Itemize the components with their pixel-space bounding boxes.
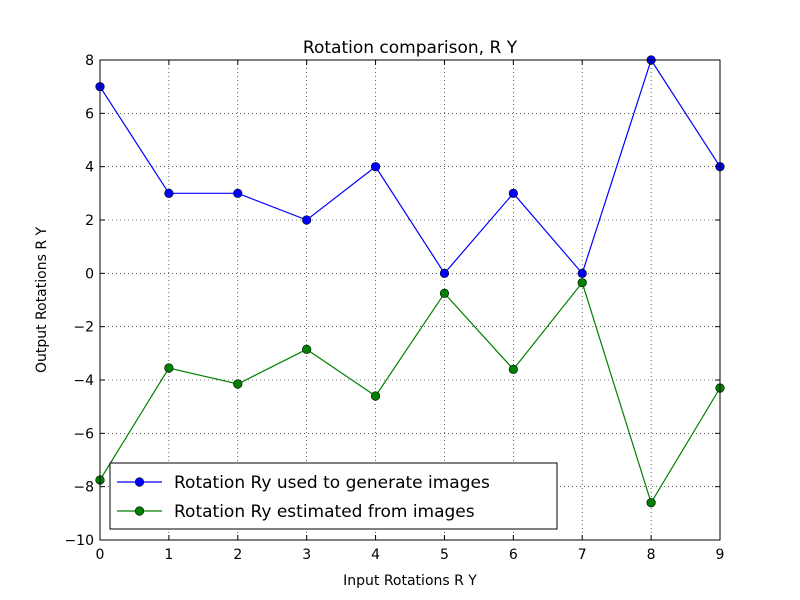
legend-marker-estimated bbox=[134, 506, 145, 516]
chart-title: Rotation comparison, R Y bbox=[303, 38, 518, 58]
legend-marker-generated bbox=[134, 477, 145, 487]
series-1-point bbox=[577, 278, 587, 288]
x-tick-label: 6 bbox=[509, 547, 518, 563]
legend-box bbox=[109, 462, 558, 530]
x-tick-label: 4 bbox=[371, 547, 380, 563]
y-tick-label: −6 bbox=[73, 426, 94, 442]
x-tick-label: 2 bbox=[233, 547, 242, 563]
legend-entry-generated: Rotation Ry used to generate images bbox=[117, 473, 490, 493]
y-tick-label: −4 bbox=[73, 373, 94, 389]
legend: Rotation Ry used to generate images Rota… bbox=[109, 462, 558, 530]
series-layer bbox=[95, 55, 725, 508]
series-1-point bbox=[646, 498, 656, 508]
series-1-point bbox=[164, 363, 174, 373]
series-0-point bbox=[508, 188, 518, 198]
x-tick-label: 8 bbox=[647, 547, 656, 563]
y-tick-label: 6 bbox=[85, 106, 94, 122]
plot-area-frame bbox=[99, 59, 721, 541]
series-0-point bbox=[233, 188, 243, 198]
y-axis-title: Output Rotations R Y bbox=[34, 227, 50, 374]
y-tick-label: −10 bbox=[64, 533, 94, 549]
x-tick-label: 0 bbox=[96, 547, 105, 563]
x-tick-label: 3 bbox=[302, 547, 311, 563]
y-tick-label: −8 bbox=[73, 480, 94, 496]
series-1-point bbox=[302, 344, 312, 354]
series-0-point bbox=[302, 215, 312, 225]
series-line-0 bbox=[99, 58, 721, 275]
series-1-point bbox=[439, 288, 450, 298]
y-tick-label: 4 bbox=[85, 160, 94, 176]
legend-label-estimated: Rotation Ry estimated from images bbox=[174, 502, 475, 522]
x-tick-label: 5 bbox=[440, 547, 449, 563]
x-tick-label: 1 bbox=[164, 547, 173, 563]
x-tick-label: 7 bbox=[578, 547, 587, 563]
y-tick-label: 0 bbox=[85, 266, 94, 282]
y-tick-label: −2 bbox=[73, 320, 94, 336]
y-tick-label: 2 bbox=[85, 213, 94, 229]
series-1-point bbox=[508, 364, 518, 374]
series-0-point bbox=[164, 188, 174, 198]
ticks: 0 1 2 3 4 5 6 7 8 9 −10 −8 −6 −4 −2 0 2 4 6 8 bbox=[64, 53, 724, 563]
series-0-point bbox=[577, 268, 587, 278]
legend-label-generated: Rotation Ry used to generate images bbox=[174, 473, 490, 493]
series-1-point bbox=[370, 391, 381, 401]
legend-entry-estimated: Rotation Ry estimated from images bbox=[117, 502, 475, 522]
series-1-point bbox=[233, 379, 243, 389]
series-0-point bbox=[370, 162, 381, 172]
x-axis-title: Input Rotations R Y bbox=[343, 573, 477, 589]
x-tick-label: 9 bbox=[716, 547, 725, 563]
series-0-point bbox=[439, 268, 450, 278]
series-line-1 bbox=[99, 281, 721, 505]
y-tick-label: 8 bbox=[85, 53, 94, 69]
